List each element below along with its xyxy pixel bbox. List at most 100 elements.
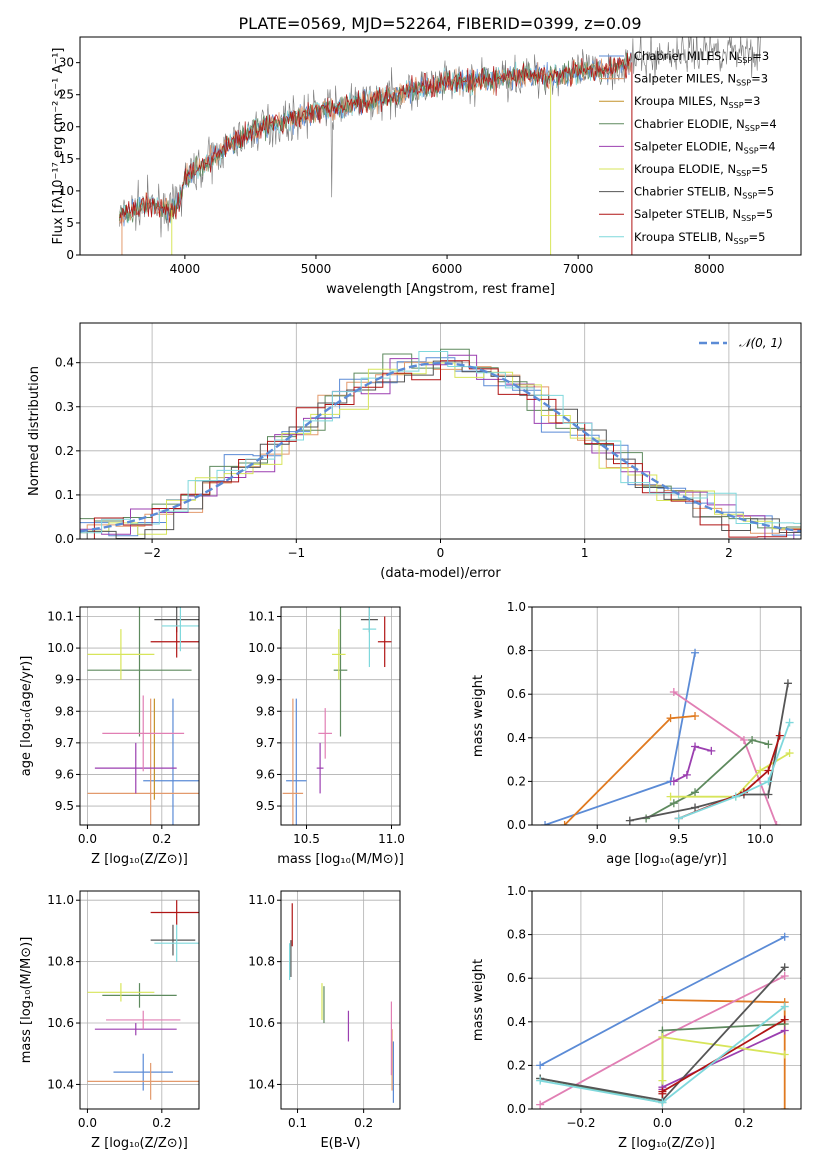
weight-vs-Z-marker-8-1 — [658, 1098, 667, 1107]
residuals-xtick-label-2: 0 — [437, 546, 445, 560]
age-vs-Z-marks — [87, 607, 199, 825]
spectrum-xlabel: wavelength [Angstrom, rest frame] — [326, 282, 555, 297]
weight-vs-age-ytick-label-0: 0.0 — [507, 818, 526, 832]
age-vs-mass-xlabel: mass [log₁₀(M/M⊙)] — [277, 852, 404, 867]
weight-vs-age-marker-2-1 — [739, 735, 748, 744]
spectrum-legend-sub-8: SSP — [734, 237, 749, 246]
weight-vs-Z-ylabel: mass weight — [471, 959, 486, 1041]
weight-vs-age-marker-7-3 — [775, 731, 784, 740]
weight-vs-Z-frame — [531, 890, 802, 1110]
weight-vs-age-marker-1-0 — [560, 821, 569, 825]
weight-vs-age-xtick-label-2: 10.0 — [747, 832, 774, 846]
age-vs-Z-ytick-label-5: 10.0 — [47, 641, 74, 655]
residuals-xtick-label-4: 2 — [725, 546, 733, 560]
spectrum-marks — [118, 37, 761, 255]
weight-vs-age-frame-group: 9.0 9.5 10.0 0.0 0.2 0.4 0.6 0.8 1.0 age [log₁₀(a… — [471, 600, 802, 867]
residuals-ytick-label-1: 0.1 — [55, 488, 74, 502]
age-vs-Z-axes: 0.0 0.2 9.5 9.6 9.7 9.8 9.9 10.0 10.1 Z [log₁₀(Z/… — [19, 606, 200, 867]
residuals-xtick-label-0: −2 — [143, 546, 161, 560]
weight-vs-age-marker-3-2 — [691, 788, 700, 797]
residuals-hist-kroupa_stelib — [80, 351, 801, 534]
spectrum-frame — [79, 36, 802, 256]
weight-vs-age-marker-7-2 — [764, 766, 773, 775]
weight-vs-age-marker-4-3 — [707, 746, 716, 755]
spectrum-xtick-label-4: 8000 — [694, 262, 725, 276]
residuals-legend-label: 𝒩(0, 1) — [739, 336, 783, 350]
spectrum-legend-sub-1: SSP — [736, 79, 751, 88]
residuals-xtick-label-1: −1 — [287, 546, 305, 560]
residuals-ytick-label-4: 0.4 — [55, 356, 74, 370]
spectrum-legend-label-8: Kroupa STELIB, NSSP=5 — [634, 230, 765, 246]
mass-vs-Z-xlabel: Z [log₁₀(Z/Z⊙)] — [91, 1136, 188, 1151]
weight-vs-Z-marker-8-0 — [536, 1076, 545, 1085]
weight-vs-age-ytick-label-4: 0.8 — [507, 644, 526, 658]
spectrum-ytick-label-5: 25 — [59, 88, 74, 102]
age-vs-mass-xtick-label-1: 11.0 — [378, 832, 405, 846]
weight-vs-age-series-0 — [544, 652, 696, 825]
spectrum-legend-n-4: =4 — [759, 139, 776, 153]
weight-vs-age-marker-8-2 — [764, 777, 773, 786]
mass-vs-ebv-ytick-label-2: 10.8 — [248, 955, 275, 969]
residuals-ytick-label-0: 0.0 — [55, 532, 74, 546]
residuals-ytick-label-3: 0.3 — [55, 400, 74, 414]
mass-vs-Z-frame — [79, 890, 200, 1110]
mass-vs-Z-ytick-label-1: 10.6 — [47, 1016, 74, 1030]
weight-vs-age-marker-1-1 — [666, 714, 675, 723]
spectrum-legend-label-7: Salpeter STELIB, NSSP=5 — [634, 207, 773, 223]
mass-vs-Z-xtick-label-0: 0.0 — [78, 1116, 97, 1130]
weight-vs-age-xlabel: age [log₁₀(age/yr)] — [606, 852, 727, 867]
weight-vs-age-marker-4-2 — [691, 742, 700, 751]
age-vs-Z-ytick-label-2: 9.7 — [55, 736, 74, 750]
weight-vs-Z-ytick-label-2: 0.4 — [507, 1015, 526, 1029]
spectrum-ytick-label-0: 0 — [66, 248, 74, 262]
spectrum-legend-n-2: =3 — [744, 94, 761, 108]
age-vs-Z-xtick-label-1: 0.2 — [152, 832, 171, 846]
spectrum-ytick-label-3: 15 — [59, 152, 74, 166]
weight-vs-Z-marker-1-2 — [780, 1105, 789, 1109]
spectrum-legend-label-2: Kroupa MILES, NSSP=3 — [634, 94, 760, 110]
weight-vs-age-marker-6-0 — [625, 816, 634, 825]
spectrum-line-salpeter_stelib — [119, 52, 631, 226]
weight-vs-age-marker-8-1 — [731, 792, 740, 801]
weight-vs-age-marker-4-1 — [682, 770, 691, 779]
age-vs-mass-ytick-label-3: 9.8 — [256, 704, 275, 718]
spectrum-legend-sub-2: SSP — [729, 101, 744, 110]
weight-vs-age-marker-3-1 — [669, 799, 678, 808]
weight-vs-age-marker-0-2 — [691, 648, 700, 657]
mass-vs-Z-frame-group: 0.0 0.2 10.4 10.6 10.8 11.0 Z [log₁₀(Z/Z⊙)] mas… — [19, 890, 200, 1151]
spectrum-legend-sub-0: SSP — [737, 56, 752, 65]
weight-vs-Z-ytick-label-1: 0.2 — [507, 1058, 526, 1072]
weight-vs-age-marker-3-4 — [764, 740, 773, 749]
age-vs-Z-xlabel: Z [log₁₀(Z/Z⊙)] — [91, 852, 188, 867]
weight-vs-Z-ytick-label-4: 0.8 — [507, 928, 526, 942]
age-vs-mass-ytick-label-6: 10.1 — [248, 609, 275, 623]
age-vs-Z-ytick-label-6: 10.1 — [47, 609, 74, 623]
mass-vs-Z-xtick-label-1: 0.2 — [152, 1116, 171, 1130]
spectrum-ylabel: Flux [fλ10⁻¹⁷ erg cm⁻² s⁻¹ A⁻¹] — [51, 48, 66, 245]
spectrum-legend-n-5: =5 — [751, 162, 768, 176]
age-vs-mass-ytick-label-5: 10.0 — [248, 641, 275, 655]
mass-vs-ebv-marks — [288, 903, 394, 1103]
weight-vs-age-series-8 — [678, 722, 791, 820]
mass-vs-ebv-ytick-label-1: 10.6 — [248, 1016, 275, 1030]
age-vs-mass-axes: 10.5 11.0 9.5 9.6 9.7 9.8 9.9 10.0 10.1 mass [log… — [248, 606, 405, 867]
weight-vs-Z-marker-7-1 — [658, 1087, 667, 1096]
spectrum-xtick-label-1: 5000 — [301, 262, 332, 276]
weight-vs-age-series-6 — [629, 683, 789, 822]
weight-vs-Z-marker-0-0 — [536, 1061, 545, 1070]
weight-vs-Z-marker-5-2 — [780, 1050, 789, 1059]
spectrum-legend-sub-6: SSP — [742, 192, 757, 201]
weight-vs-age-xtick-label-0: 9.0 — [588, 832, 607, 846]
weight-vs-age-marker-6-4 — [783, 679, 792, 688]
age-vs-mass-frame-group: 10.5 11.0 9.5 9.6 9.7 9.8 9.9 10.0 10.1 mass [log… — [248, 606, 405, 867]
mass-vs-ebv-ytick-label-0: 10.4 — [248, 1077, 275, 1091]
weight-vs-age-axes: 9.0 9.5 10.0 0.0 0.2 0.4 0.6 0.8 1.0 age [log₁₀(a… — [471, 600, 802, 867]
mass-vs-ebv-frame — [280, 890, 401, 1110]
residuals-xtick-label-3: 1 — [581, 546, 589, 560]
weight-vs-age-series-1 — [563, 715, 696, 825]
weight-vs-age-ytick-label-2: 0.4 — [507, 731, 526, 745]
weight-vs-Z-series-7 — [661, 1018, 786, 1094]
weight-vs-age-marker-2-2 — [772, 821, 781, 825]
spectrum-xtick-label-0: 4000 — [170, 262, 201, 276]
age-vs-Z-frame-group: 0.0 0.2 9.5 9.6 9.7 9.8 9.9 10.0 10.1 Z [log₁₀(Z/… — [19, 606, 200, 867]
